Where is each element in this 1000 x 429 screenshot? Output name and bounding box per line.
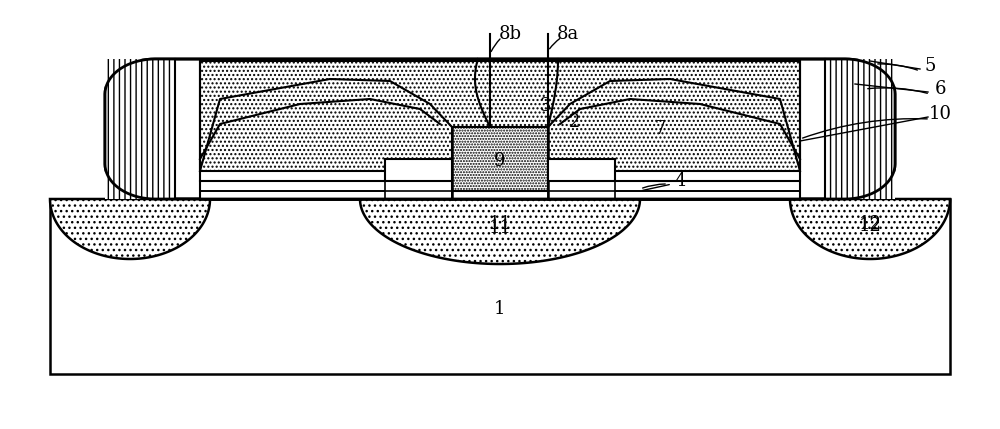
Polygon shape bbox=[50, 199, 210, 259]
Bar bbox=[452, 191, 548, 199]
Text: 1: 1 bbox=[494, 300, 506, 318]
Polygon shape bbox=[360, 199, 640, 264]
Bar bbox=[825, 59, 895, 199]
Bar bbox=[200, 191, 800, 199]
Bar bbox=[452, 127, 548, 191]
Text: 11: 11 bbox=[488, 215, 512, 233]
Text: 4: 4 bbox=[674, 172, 686, 190]
Bar bbox=[548, 159, 615, 181]
Text: 12: 12 bbox=[859, 217, 881, 235]
Bar bbox=[385, 159, 452, 181]
Text: 3: 3 bbox=[539, 97, 551, 115]
Text: 11: 11 bbox=[488, 219, 512, 237]
Bar bbox=[385, 159, 452, 199]
Polygon shape bbox=[790, 199, 950, 259]
Text: 6: 6 bbox=[934, 80, 946, 98]
Bar bbox=[200, 61, 800, 171]
Text: 2: 2 bbox=[569, 113, 581, 131]
Text: 8a: 8a bbox=[557, 25, 579, 43]
Polygon shape bbox=[105, 59, 895, 199]
Bar bbox=[548, 159, 615, 199]
Text: 12: 12 bbox=[859, 215, 881, 233]
Bar bbox=[50, 199, 950, 374]
Text: 10: 10 bbox=[928, 105, 952, 123]
Text: 5: 5 bbox=[924, 57, 936, 75]
Text: 7: 7 bbox=[654, 120, 666, 138]
Bar bbox=[105, 59, 175, 199]
Text: 8b: 8b bbox=[498, 25, 522, 43]
Text: 9: 9 bbox=[494, 152, 506, 170]
